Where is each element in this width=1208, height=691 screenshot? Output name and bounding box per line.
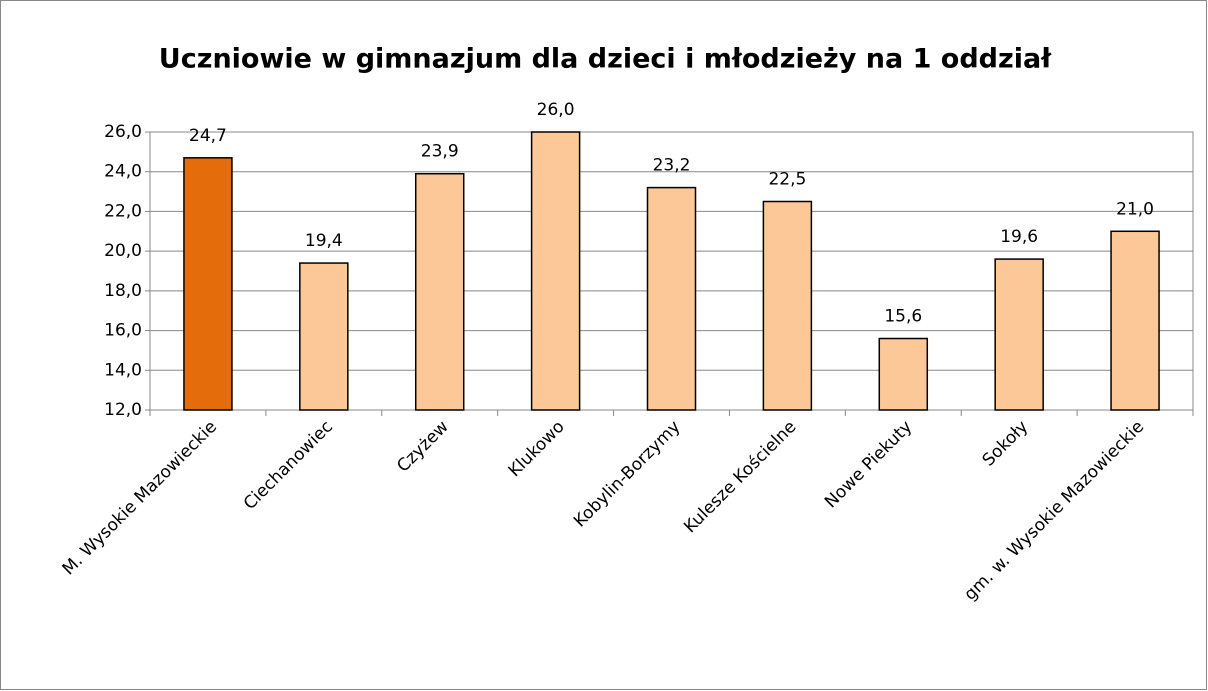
- bar: [762, 200, 813, 411]
- data-label: 23,2: [653, 156, 691, 176]
- y-tick-label: 12,0: [104, 400, 142, 420]
- data-label: 24,7: [189, 126, 227, 146]
- bar: [299, 262, 349, 411]
- y-tick-label: 26,0: [104, 122, 142, 142]
- bar: [1110, 230, 1160, 411]
- bar: [183, 157, 233, 411]
- y-tick-label: 22,0: [104, 201, 142, 221]
- y-tick-label: 24,0: [104, 162, 142, 182]
- bar: [530, 131, 581, 411]
- data-label: 23,9: [421, 142, 459, 162]
- bar: [646, 186, 697, 411]
- y-tick-label: 14,0: [104, 360, 142, 380]
- data-label: 26,0: [537, 100, 575, 120]
- data-label: 19,4: [305, 231, 343, 251]
- data-label: 15,6: [884, 307, 922, 327]
- y-tick-label: 18,0: [104, 281, 142, 301]
- bar: [994, 258, 1044, 411]
- y-tick-label: 20,0: [104, 241, 142, 261]
- chart-title: Uczniowie w gimnazjum dla dzieci i młodz…: [159, 44, 1052, 75]
- bar: [878, 337, 929, 411]
- data-label: 22,5: [768, 170, 806, 190]
- data-label: 21,0: [1116, 199, 1154, 219]
- bar: [414, 172, 465, 411]
- y-tick-label: 16,0: [104, 321, 142, 341]
- data-label: 19,6: [1000, 227, 1038, 247]
